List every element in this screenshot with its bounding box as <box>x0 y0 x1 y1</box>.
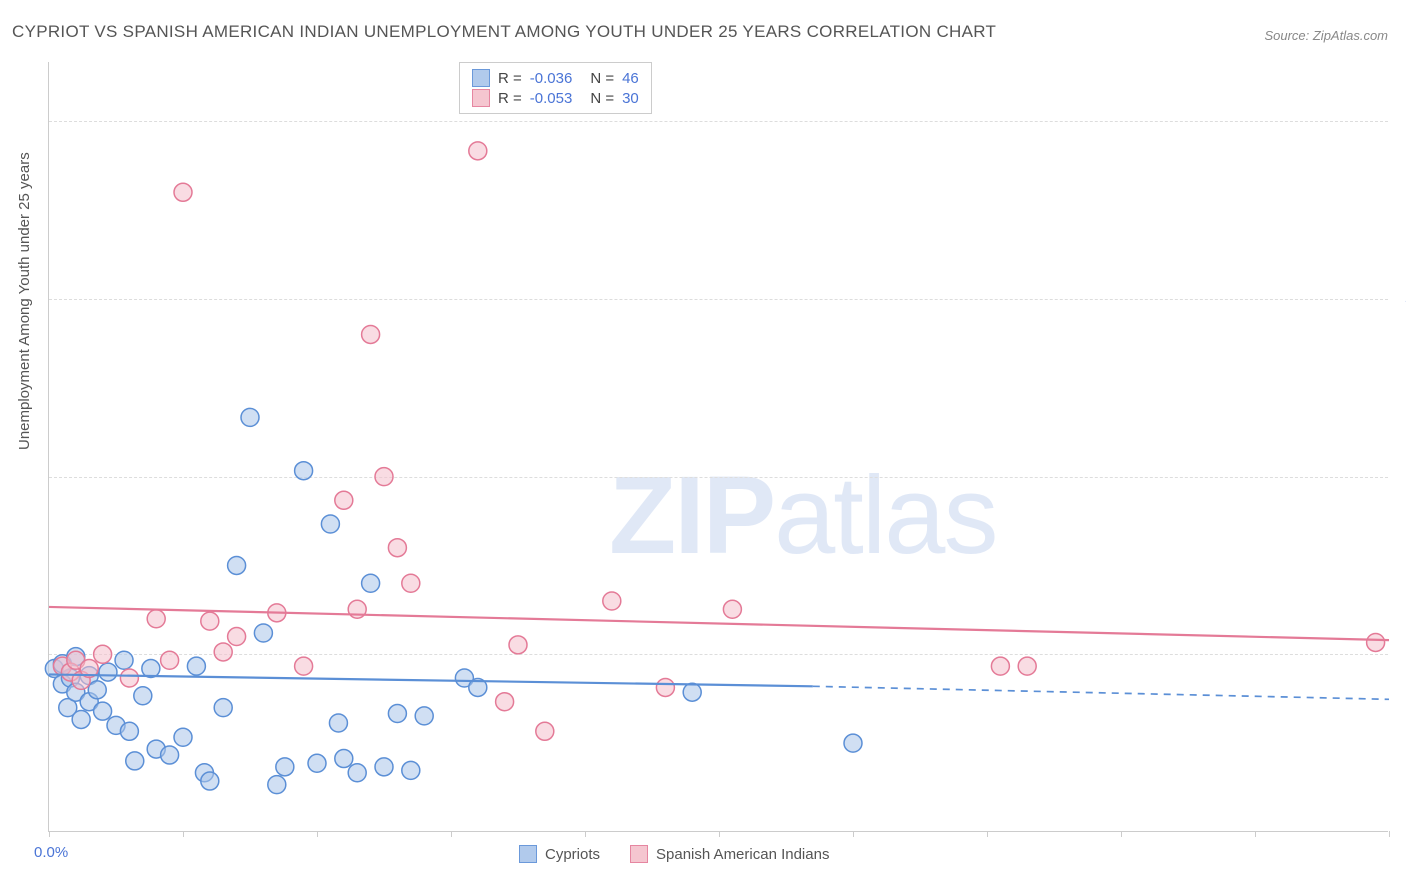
chart-title: CYPRIOT VS SPANISH AMERICAN INDIAN UNEMP… <box>12 22 996 42</box>
source-label: Source: ZipAtlas.com <box>1264 28 1388 43</box>
y-axis-label: Unemployment Among Youth under 25 years <box>16 152 33 450</box>
chart-container: CYPRIOT VS SPANISH AMERICAN INDIAN UNEMP… <box>0 0 1406 892</box>
legend-swatch-spanish <box>630 845 648 863</box>
legend-item-1: Spanish American Indians <box>630 845 829 863</box>
stats-row-0: R = -0.036 N = 46 <box>472 68 639 88</box>
legend-swatch-cypriots <box>519 845 537 863</box>
bottom-legend: Cypriots Spanish American Indians <box>519 845 829 863</box>
swatch-cypriots <box>472 69 490 87</box>
plot-area: ZIPatlas 15.0%30.0%45.0%60.0% R = -0.036… <box>48 62 1388 832</box>
stats-box: R = -0.036 N = 46 R = -0.053 N = 30 <box>459 62 652 114</box>
legend-item-0: Cypriots <box>519 845 600 863</box>
swatch-spanish <box>472 89 490 107</box>
xtick-label-first: 0.0% <box>34 844 68 861</box>
stats-row-1: R = -0.053 N = 30 <box>472 88 639 108</box>
chart-svg <box>49 62 1388 831</box>
